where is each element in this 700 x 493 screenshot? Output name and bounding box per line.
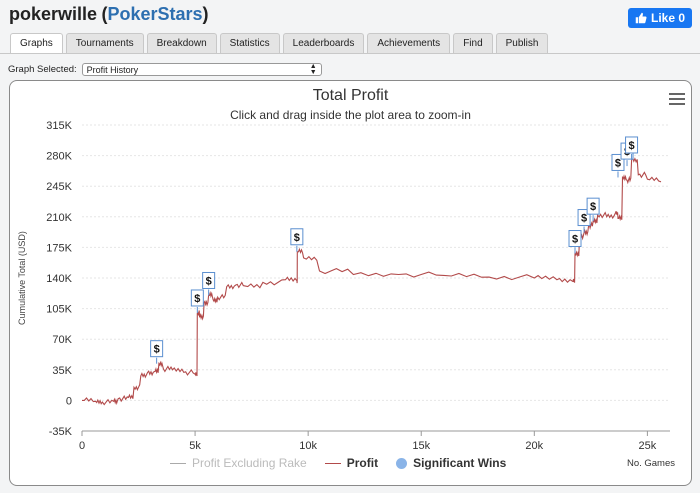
significant-win-marker[interactable]: $ bbox=[150, 340, 164, 358]
thumbs-up-icon bbox=[635, 12, 647, 24]
x-tick-label: 0 bbox=[79, 440, 85, 452]
y-tick-label: 140K bbox=[46, 273, 72, 285]
tab-leaderboards[interactable]: Leaderboards bbox=[282, 33, 365, 53]
tab-tournaments[interactable]: Tournaments bbox=[65, 33, 144, 53]
win-marker-label: $ bbox=[581, 213, 587, 225]
graph-select-dropdown[interactable]: Profit History ▲ ▼ bbox=[81, 62, 322, 76]
x-tick-label: 25k bbox=[639, 440, 657, 452]
legend-significant-wins[interactable]: Significant Wins bbox=[396, 456, 506, 470]
chart-panel: Total Profit Click and drag inside the p… bbox=[9, 80, 692, 486]
y-axis-title: Cumulative Total (USD) bbox=[17, 231, 27, 325]
y-tick-label: -35K bbox=[49, 426, 73, 438]
legend-profit-excluding-rake[interactable]: Profit Excluding Rake bbox=[170, 456, 307, 470]
win-marker-box bbox=[190, 289, 204, 307]
y-tick-label: 175K bbox=[46, 242, 72, 254]
graph-select-row: Graph Selected: Profit History ▲ ▼ bbox=[8, 63, 322, 76]
tab-statistics[interactable]: Statistics bbox=[219, 33, 280, 53]
win-marker-label: $ bbox=[590, 201, 596, 213]
significant-win-marker[interactable]: $ bbox=[202, 271, 216, 289]
chart-subtitle: Click and drag inside the plot area to z… bbox=[230, 108, 471, 122]
win-marker-box bbox=[290, 228, 304, 246]
win-marker-box bbox=[625, 136, 639, 154]
y-tick-label: 315K bbox=[46, 120, 72, 132]
y-tick-label: 70K bbox=[52, 334, 72, 346]
tab-achievements[interactable]: Achievements bbox=[367, 33, 451, 53]
tab-publish[interactable]: Publish bbox=[495, 33, 549, 53]
significant-win-marker[interactable]: $ bbox=[625, 136, 639, 154]
significant-win-marker[interactable]: $ bbox=[568, 230, 582, 248]
x-tick-label: 5k bbox=[189, 440, 201, 452]
win-marker-label: $ bbox=[154, 344, 160, 356]
tab-bar: Graphs Tournaments Breakdown Statistics … bbox=[10, 33, 549, 54]
select-arrows-icon: ▲ ▼ bbox=[309, 62, 317, 76]
player-name: pokerwille bbox=[9, 4, 98, 24]
x-tick-label: 20k bbox=[525, 440, 543, 452]
tab-find[interactable]: Find bbox=[453, 33, 493, 53]
x-tick-label: 10k bbox=[299, 440, 317, 452]
win-marker-box bbox=[202, 271, 216, 289]
tab-graphs[interactable]: Graphs bbox=[10, 33, 63, 54]
y-tick-label: 35K bbox=[52, 365, 72, 377]
significant-win-marker[interactable]: $ bbox=[290, 228, 304, 246]
tab-divider bbox=[0, 53, 700, 54]
facebook-like-button[interactable]: Like 0 bbox=[628, 8, 692, 28]
graph-select-label: Graph Selected: bbox=[8, 64, 77, 75]
significant-win-marker[interactable]: $ bbox=[586, 197, 600, 215]
tab-breakdown[interactable]: Breakdown bbox=[146, 33, 217, 53]
legend-profit[interactable]: Profit bbox=[324, 456, 378, 470]
win-marker-label: $ bbox=[206, 275, 212, 287]
chart-menu-icon[interactable] bbox=[669, 93, 685, 105]
win-marker-label: $ bbox=[628, 140, 634, 152]
x-axis-title: No. Games bbox=[626, 458, 675, 469]
graph-select-value: Profit History bbox=[86, 64, 139, 75]
win-marker-box bbox=[586, 197, 600, 215]
profit-series-line bbox=[82, 156, 662, 406]
significant-win-marker[interactable]: $ bbox=[190, 289, 204, 307]
win-marker-label: $ bbox=[615, 157, 621, 169]
y-tick-label: 210K bbox=[46, 212, 72, 224]
y-tick-label: 280K bbox=[46, 151, 72, 163]
y-tick-label: 245K bbox=[46, 181, 72, 193]
site-link[interactable]: PokerStars bbox=[107, 4, 203, 24]
win-marker-box bbox=[568, 230, 582, 248]
win-marker-label: $ bbox=[194, 293, 200, 305]
win-marker-box bbox=[150, 340, 164, 358]
page-header: pokerwille (PokerStars) bbox=[9, 4, 209, 24]
y-tick-label: 105K bbox=[46, 304, 72, 316]
y-tick-label: 0 bbox=[66, 395, 72, 407]
win-marker-label: $ bbox=[572, 234, 578, 246]
chart-legend: Profit Excluding Rake Profit Significant… bbox=[170, 456, 506, 470]
like-label: Like 0 bbox=[650, 11, 686, 25]
chart-title: Total Profit bbox=[312, 87, 389, 104]
x-tick-label: 15k bbox=[412, 440, 430, 452]
profit-chart[interactable]: 315K 280K 245K 210K 175K 140K 105K 70K 35K 0 -35K 0… bbox=[10, 81, 691, 485]
win-marker-label: $ bbox=[294, 232, 300, 244]
